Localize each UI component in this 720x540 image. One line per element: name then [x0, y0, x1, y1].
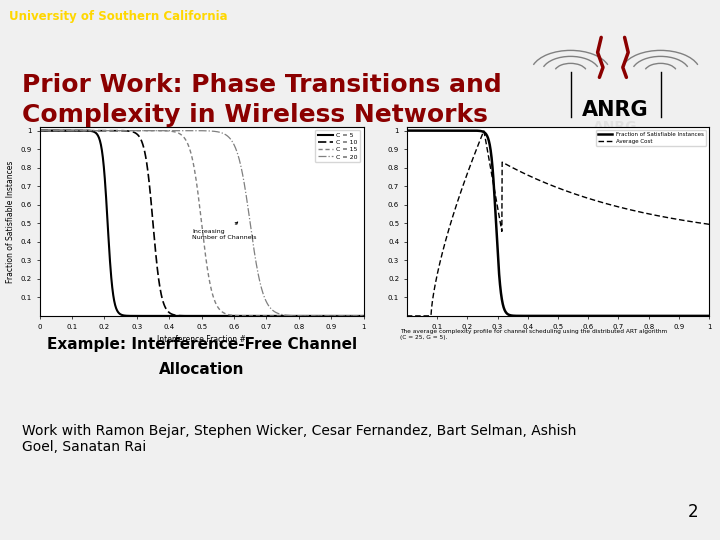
Fraction of Satisfiable Instances — [525, 313, 534, 319]
X-axis label: Interference Fraction #: Interference Fraction # — [157, 335, 246, 344]
Line: C = 5: C = 5 — [40, 131, 364, 316]
C = 5 — [68, 127, 77, 134]
C = 15 — [178, 132, 186, 139]
C = 5 — [359, 313, 368, 319]
Average Cost — [639, 210, 647, 216]
Text: Complexity in Wireless Networks: Complexity in Wireless Networks — [22, 103, 487, 126]
Text: 2: 2 — [688, 503, 698, 521]
Fraction of Satisfiable Instances — [610, 313, 618, 319]
C = 15 — [294, 313, 302, 319]
Text: University of Southern California: University of Southern California — [9, 10, 228, 23]
Average Cost — [705, 221, 714, 227]
C = 20 — [178, 127, 186, 134]
C = 10 — [294, 313, 302, 319]
C = 5 — [294, 313, 302, 319]
Fraction of Satisfiable Instances — [536, 313, 544, 319]
Average Cost — [611, 202, 619, 209]
Legend: Fraction of Satisfiable Instances, Average Cost: Fraction of Satisfiable Instances, Avera… — [595, 130, 706, 146]
C = 10 — [288, 313, 297, 319]
C = 20 — [68, 127, 77, 134]
C = 10 — [166, 310, 175, 317]
C = 10 — [258, 313, 266, 319]
Average Cost — [525, 173, 534, 179]
Fraction of Satisfiable Instances — [644, 313, 652, 319]
C = 20 — [294, 313, 302, 319]
C = 5 — [166, 313, 175, 319]
C = 15 — [258, 313, 266, 319]
Average Cost — [480, 128, 488, 134]
C = 15 — [68, 127, 77, 134]
C = 20 — [288, 312, 297, 319]
C = 5 — [288, 313, 297, 319]
C = 20 — [258, 287, 266, 294]
C = 5 — [258, 313, 266, 319]
C = 10 — [178, 313, 186, 319]
Fraction of Satisfiable Instances — [433, 127, 442, 134]
C = 5 — [178, 313, 186, 319]
C = 20 — [359, 313, 368, 319]
Text: Allocation: Allocation — [159, 362, 244, 377]
Legend: C = 5, C = 10, C = 15, C = 20: C = 5, C = 10, C = 15, C = 20 — [315, 130, 361, 162]
Line: C = 15: C = 15 — [40, 131, 364, 316]
Text: ANRG: ANRG — [582, 100, 649, 120]
C = 5 — [35, 127, 44, 134]
Text: Prior Work: Phase Transitions and: Prior Work: Phase Transitions and — [22, 73, 501, 97]
Line: Average Cost: Average Cost — [407, 131, 709, 316]
Text: Increasing
Number of Channels: Increasing Number of Channels — [192, 222, 256, 240]
Fraction of Satisfiable Instances — [639, 313, 647, 319]
C = 10 — [359, 313, 368, 319]
Line: Fraction of Satisfiable Instances: Fraction of Satisfiable Instances — [407, 131, 709, 316]
C = 15 — [359, 313, 368, 319]
Line: C = 10: C = 10 — [40, 131, 364, 316]
Text: Work with Ramon Bejar, Stephen Wicker, Cesar Fernandez, Bart Selman, Ashish
Goel: Work with Ramon Bejar, Stephen Wicker, C… — [22, 424, 576, 454]
Fraction of Satisfiable Instances — [402, 127, 411, 134]
Average Cost — [402, 313, 411, 319]
Average Cost — [536, 178, 544, 184]
C = 10 — [35, 127, 44, 134]
Y-axis label: Fraction of Satisfiable Instances: Fraction of Satisfiable Instances — [6, 160, 15, 282]
Text: Example: Interference-Free Channel: Example: Interference-Free Channel — [47, 338, 356, 353]
C = 20 — [166, 127, 175, 134]
Fraction of Satisfiable Instances — [705, 313, 714, 319]
C = 15 — [35, 127, 44, 134]
Average Cost — [644, 211, 652, 217]
Average Cost — [433, 269, 442, 275]
C = 15 — [288, 313, 297, 319]
Text: ANRG: ANRG — [593, 120, 638, 134]
C = 15 — [166, 128, 175, 134]
Text: The average complexity profile for channel scheduling using the distributed ART : The average complexity profile for chann… — [400, 329, 667, 340]
Line: C = 20: C = 20 — [40, 131, 364, 316]
C = 20 — [35, 127, 44, 134]
C = 10 — [68, 127, 77, 134]
